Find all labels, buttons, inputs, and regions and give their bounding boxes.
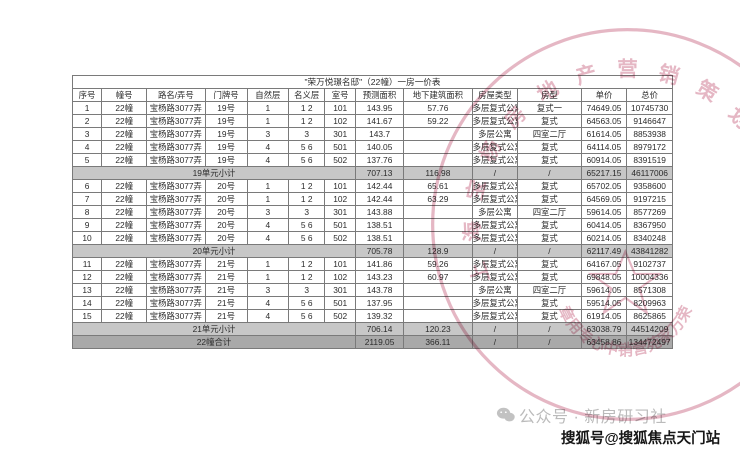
svg-text:海: 海 xyxy=(460,220,485,242)
svg-text:销: 销 xyxy=(618,341,633,359)
svg-text:上: 上 xyxy=(466,259,494,286)
svg-text:销: 销 xyxy=(656,61,683,90)
svg-text:地: 地 xyxy=(533,75,563,106)
svg-text:营: 营 xyxy=(617,57,638,81)
svg-text:策: 策 xyxy=(692,76,722,107)
svg-text:宝: 宝 xyxy=(462,177,490,202)
svg-text:房: 房 xyxy=(499,101,531,132)
svg-text:杨: 杨 xyxy=(476,137,506,166)
svg-text:产: 产 xyxy=(573,61,599,90)
svg-text:划: 划 xyxy=(724,101,740,132)
